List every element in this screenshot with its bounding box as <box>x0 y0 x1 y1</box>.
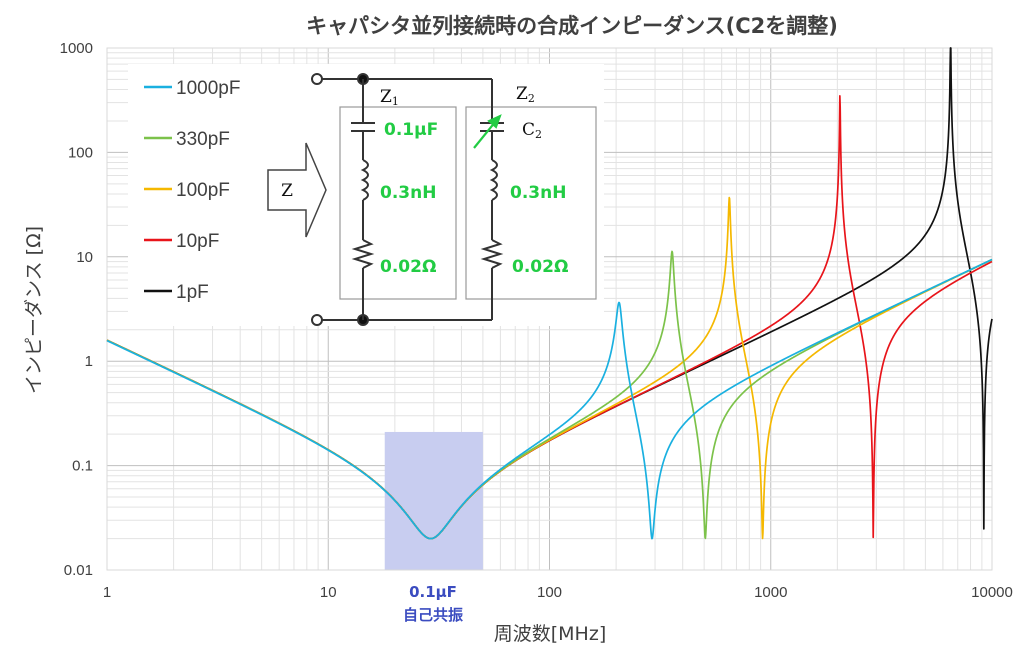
tick-labels: 1 10 100 1000 10000 1000 100 10 1 0.1 0.01 <box>60 40 1013 601</box>
branch1-box <box>339 106 457 300</box>
y-tick-label: 1000 <box>60 40 93 57</box>
legend-label: 100pF <box>176 180 230 201</box>
input-arrow-icon <box>267 142 327 238</box>
resistor1-symbol <box>351 239 375 269</box>
inductor1-symbol <box>360 159 369 201</box>
y-tick-label: 0.01 <box>64 562 93 579</box>
resistor2-symbol <box>480 239 504 269</box>
x-tick-label: 10000 <box>971 584 1013 601</box>
legend-label: 10pF <box>176 231 219 252</box>
annotation-line1: 0.1µF <box>409 583 457 601</box>
series-layer <box>106 47 993 540</box>
inset-background <box>128 64 604 326</box>
legend-label: 1000pF <box>176 78 240 99</box>
r2-value: 0.02Ω <box>512 257 568 277</box>
self-resonance-band <box>384 431 483 570</box>
x-tick-label: 1000 <box>754 584 787 601</box>
x-axis-label: 周波数[MHz] <box>494 623 606 645</box>
chart-title: キャパシタ並列接続時の合成インピーダンス(C2を調整) <box>306 14 838 38</box>
legend-label: 1pF <box>176 282 209 303</box>
legend-label: 330pF <box>176 129 230 150</box>
branch1-label: Z1 <box>380 87 399 108</box>
l2-value: 0.3nH <box>510 183 566 203</box>
x-tick-label: 100 <box>537 584 562 601</box>
branch2-label: Z2 <box>516 84 535 105</box>
l1-value: 0.3nH <box>380 183 436 203</box>
x-tick-label: 10 <box>320 584 337 601</box>
plot-frame <box>106 47 993 571</box>
y-tick-label: 100 <box>68 144 93 161</box>
c1-value: 0.1µF <box>384 120 438 140</box>
terminal-bottom <box>311 314 323 326</box>
series-line-1000pF <box>106 258 993 540</box>
input-z-label: Z <box>281 181 293 201</box>
inductor2-symbol <box>489 159 498 201</box>
circuit-labels: Z Z1 Z2 C2 0.1µF 0.3nH 0.02Ω 0.3nH 0.02Ω <box>281 84 568 277</box>
y-tick-label: 1 <box>85 353 93 370</box>
circuit-diagram <box>267 73 597 326</box>
annotation-line2: 自己共振 <box>403 606 463 624</box>
y-tick-label: 10 <box>76 249 93 266</box>
capacitor2-label: C2 <box>522 120 542 141</box>
branch2-box <box>465 106 597 300</box>
terminal-top <box>311 73 323 85</box>
x-tick-label: 1 <box>103 584 111 601</box>
y-tick-label: 0.1 <box>72 458 93 475</box>
y-axis-label: インピーダンス [Ω] <box>23 226 45 394</box>
legend: 1000pF 330pF 100pF 10pF 1pF <box>144 78 240 303</box>
r1-value: 0.02Ω <box>380 257 436 277</box>
